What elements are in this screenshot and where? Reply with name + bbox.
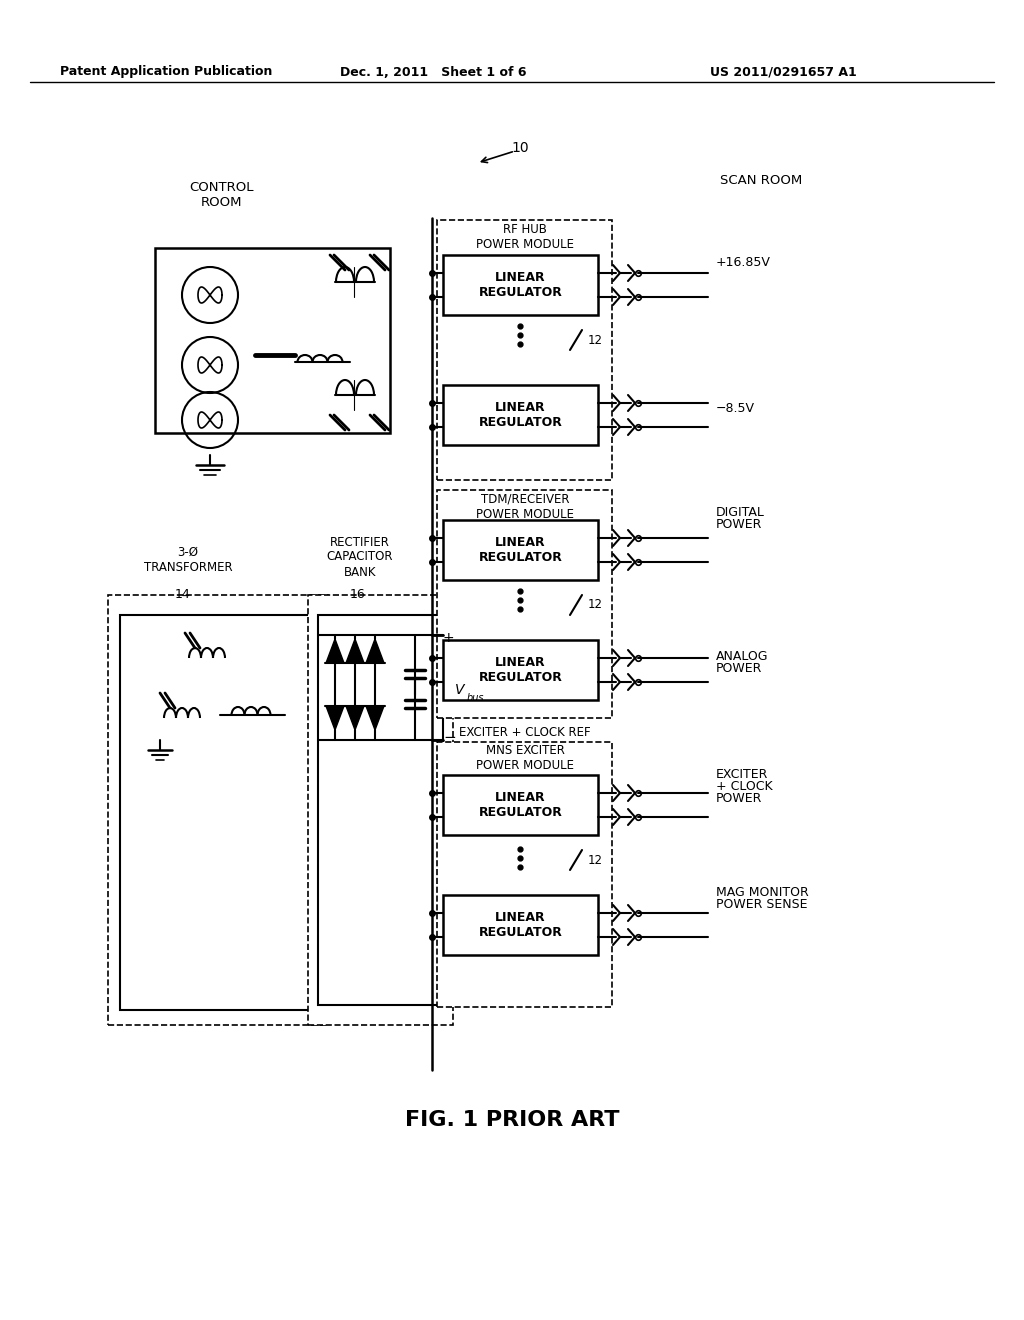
Text: TDM/RECEIVER
POWER MODULE: TDM/RECEIVER POWER MODULE (476, 492, 574, 521)
Text: POWER: POWER (716, 663, 763, 676)
Bar (120, 615, 319, 1010)
Text: EXCITER: EXCITER (716, 768, 768, 781)
Text: 14: 14 (175, 589, 190, 602)
Text: MNS EXCITER
POWER MODULE: MNS EXCITER POWER MODULE (476, 744, 574, 772)
Text: ANALOG: ANALOG (716, 651, 768, 664)
Polygon shape (346, 639, 364, 663)
Text: 16: 16 (350, 589, 366, 602)
Text: 12: 12 (588, 598, 603, 611)
Text: LINEAR
REGULATOR: LINEAR REGULATOR (478, 536, 562, 564)
Text: RECTIFIER
CAPACITOR
BANK: RECTIFIER CAPACITOR BANK (327, 536, 393, 578)
Polygon shape (326, 706, 344, 730)
Text: DIGITAL: DIGITAL (716, 506, 765, 519)
Text: FIG. 1 PRIOR ART: FIG. 1 PRIOR ART (404, 1110, 620, 1130)
Text: POWER: POWER (716, 792, 763, 805)
Bar (437, 490, 612, 718)
Bar (443, 640, 598, 700)
Text: bus: bus (467, 693, 484, 704)
Bar (437, 742, 612, 1007)
Bar (443, 520, 598, 579)
Text: MAG MONITOR: MAG MONITOR (716, 887, 809, 899)
Text: −8.5V: −8.5V (716, 401, 755, 414)
Bar (437, 220, 612, 480)
Text: LINEAR
REGULATOR: LINEAR REGULATOR (478, 656, 562, 684)
Bar (155, 248, 390, 433)
Bar (308, 595, 453, 1026)
Bar (443, 385, 598, 445)
Text: POWER: POWER (716, 517, 763, 531)
Bar (443, 895, 598, 954)
Polygon shape (366, 639, 384, 663)
Text: + CLOCK: + CLOCK (716, 780, 773, 793)
Text: LINEAR
REGULATOR: LINEAR REGULATOR (478, 271, 562, 300)
Text: EXCITER + CLOCK REF: EXCITER + CLOCK REF (459, 726, 591, 738)
Text: +16.85V: +16.85V (716, 256, 771, 268)
Bar (318, 615, 443, 1005)
Text: POWER SENSE: POWER SENSE (716, 899, 808, 912)
Polygon shape (346, 706, 364, 730)
Text: V: V (455, 682, 465, 697)
Bar (443, 775, 598, 836)
Text: −: − (443, 730, 456, 746)
Text: CONTROL
ROOM: CONTROL ROOM (189, 181, 254, 209)
Polygon shape (326, 639, 344, 663)
Text: US 2011/0291657 A1: US 2011/0291657 A1 (710, 66, 857, 78)
Text: 12: 12 (588, 854, 603, 866)
Text: Dec. 1, 2011   Sheet 1 of 6: Dec. 1, 2011 Sheet 1 of 6 (340, 66, 526, 78)
Text: SCAN ROOM: SCAN ROOM (720, 173, 802, 186)
Text: +: + (443, 631, 455, 645)
Bar (108, 595, 328, 1026)
Text: RF HUB
POWER MODULE: RF HUB POWER MODULE (476, 223, 574, 251)
Text: 12: 12 (588, 334, 603, 346)
Text: LINEAR
REGULATOR: LINEAR REGULATOR (478, 911, 562, 939)
Text: LINEAR
REGULATOR: LINEAR REGULATOR (478, 791, 562, 818)
Polygon shape (366, 706, 384, 730)
Text: LINEAR
REGULATOR: LINEAR REGULATOR (478, 401, 562, 429)
Text: 10: 10 (511, 141, 528, 154)
Text: Patent Application Publication: Patent Application Publication (60, 66, 272, 78)
Bar (443, 255, 598, 315)
Text: 3-Ø
TRANSFORMER: 3-Ø TRANSFORMER (143, 546, 232, 574)
